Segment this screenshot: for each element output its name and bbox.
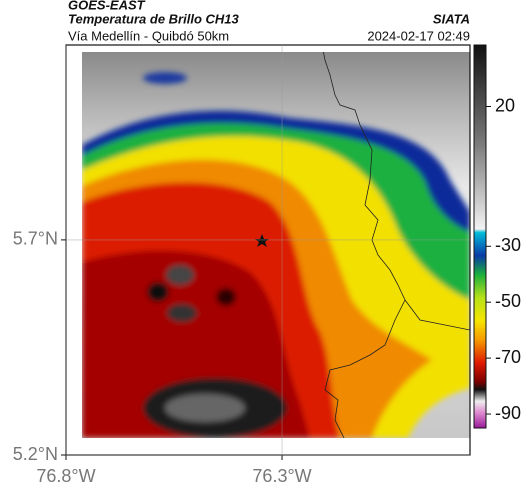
- y-tick-label: 5.2°N: [13, 444, 58, 464]
- y-tick-label: 5.7°N: [13, 229, 58, 249]
- region: Vía Medellín - Quibdó 50km: [68, 28, 229, 43]
- colorbar-label: 20: [495, 95, 515, 115]
- location-marker: [255, 234, 269, 247]
- x-tick-label: 76.3°W: [252, 466, 311, 486]
- colorbar-label: -70: [495, 347, 521, 367]
- colorbar-label: -30: [495, 235, 521, 255]
- title: GOES-EAST: [68, 0, 146, 12]
- timestamp: 2024-02-17 02:49: [367, 28, 470, 43]
- source: SIATA: [433, 11, 470, 26]
- subtitle: Temperatura de Brillo CH13: [68, 11, 240, 26]
- colorbar-label: -50: [495, 291, 521, 311]
- colorbar-label: -90: [495, 403, 521, 423]
- satellite-image: [82, 52, 470, 438]
- colorbar: [473, 44, 487, 429]
- x-tick-label: 76.8°W: [36, 466, 95, 486]
